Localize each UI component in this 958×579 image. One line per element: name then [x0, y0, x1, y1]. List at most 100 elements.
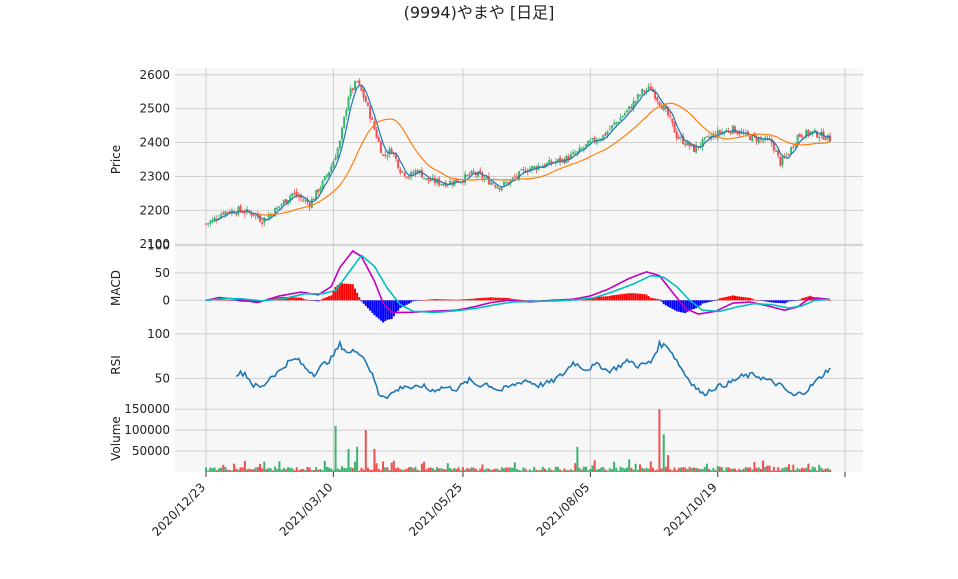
volume-bar: [649, 461, 652, 472]
macd-hist-bar: [602, 296, 605, 301]
candle-body: [416, 170, 419, 173]
macd-hist-bar: [317, 300, 320, 302]
volume-bar: [468, 468, 471, 472]
macd-hist-bar: [233, 300, 236, 301]
candle-body: [520, 169, 523, 171]
volume-bar: [733, 468, 736, 472]
candle-body: [321, 180, 324, 190]
candle-body: [295, 191, 298, 197]
candle-body: [498, 187, 501, 190]
candle-body: [796, 135, 799, 145]
candle-body: [762, 140, 765, 142]
volume-bar: [477, 470, 480, 472]
macd-hist-bar: [371, 300, 374, 313]
volume-bars: [205, 409, 831, 472]
candle-body: [490, 182, 493, 185]
macd-hist-bar: [662, 300, 665, 305]
volume-bar: [582, 466, 585, 472]
volume-bar: [343, 467, 346, 472]
candle-body: [684, 143, 687, 146]
candle-body: [278, 206, 281, 208]
macd-hist-bar: [526, 300, 529, 301]
macd-hist-bar: [712, 300, 715, 302]
macd-hist-bar: [319, 300, 322, 301]
macd-hist-bar: [410, 300, 413, 303]
volume-bar: [796, 468, 799, 472]
volume-bar: [392, 460, 395, 472]
volume-bar: [731, 468, 734, 472]
volume-bar: [535, 469, 538, 472]
macd-hist-bar: [654, 298, 657, 301]
volume-bar: [718, 466, 721, 472]
volume-bar: [451, 469, 454, 472]
volume-bar: [256, 467, 259, 472]
volume-bar: [744, 467, 747, 472]
candle-body: [733, 126, 736, 133]
candle-body: [824, 138, 827, 141]
macd-hist-bar: [455, 299, 458, 301]
volume-bar: [660, 468, 663, 472]
macd-hist-bar: [224, 299, 227, 301]
candle-body: [472, 171, 475, 173]
price-ytick-label: 2200: [139, 203, 170, 217]
macd-hist-bar: [377, 300, 380, 319]
volume-bar: [692, 467, 695, 472]
price-ytick-label: 2400: [139, 136, 170, 150]
candle-body: [777, 150, 780, 156]
macd-hist-bar: [382, 300, 385, 323]
macd-hist-bar: [304, 299, 307, 301]
candle-body: [401, 171, 404, 173]
macd-hist-bar: [733, 295, 736, 301]
macd-hist-bar: [829, 300, 831, 301]
macd-hist-bar: [591, 297, 594, 301]
candle-body: [664, 106, 667, 109]
macd-hist-bar: [634, 293, 637, 301]
volume-bar: [306, 466, 309, 472]
macd-hist-bar: [436, 299, 439, 301]
volume-bar: [405, 468, 408, 472]
volume-bar: [777, 467, 780, 472]
candle-body: [582, 147, 585, 149]
volume-bar: [470, 467, 473, 472]
candle-body: [436, 179, 439, 184]
volume-bar: [779, 470, 782, 472]
candle-body: [423, 178, 426, 180]
volume-bar: [515, 469, 518, 472]
volume-bar: [235, 468, 238, 472]
candle-body: [550, 161, 553, 164]
macd-hist-bar: [744, 297, 747, 301]
ma-short-line: [214, 84, 831, 222]
macd-hist-bar: [513, 299, 516, 301]
macd-hist-bar: [239, 300, 242, 302]
macd-hist-bar: [785, 300, 788, 303]
macd-hist-bar: [533, 300, 536, 301]
candle-body: [263, 217, 266, 223]
candle-body: [647, 86, 650, 89]
candle-body: [397, 159, 400, 169]
candle-body: [602, 134, 605, 141]
macd-hist-bar: [729, 295, 732, 301]
candle-body: [533, 166, 536, 168]
volume-bar: [382, 461, 385, 472]
volume-bar: [362, 469, 365, 472]
candle-body: [772, 141, 775, 151]
macd-hist-bar: [509, 298, 512, 301]
candle-body: [785, 154, 788, 156]
macd-hist-bar: [673, 300, 676, 311]
candle-body: [487, 176, 490, 185]
candle-body: [369, 106, 372, 119]
candle-body: [243, 212, 246, 214]
candle-body: [427, 177, 430, 181]
candle-body: [325, 174, 328, 177]
volume-bar: [755, 467, 758, 472]
macd-hist-bar: [675, 300, 678, 312]
macd-hist-bar: [496, 297, 499, 301]
candle-body: [595, 140, 598, 144]
volume-bar: [483, 469, 486, 472]
volume-bar: [410, 466, 413, 472]
volume-bar: [360, 467, 363, 472]
candle-body: [448, 180, 451, 185]
macd-hist-bar: [680, 300, 683, 313]
candle-body: [304, 199, 307, 201]
volume-bar: [567, 470, 570, 472]
